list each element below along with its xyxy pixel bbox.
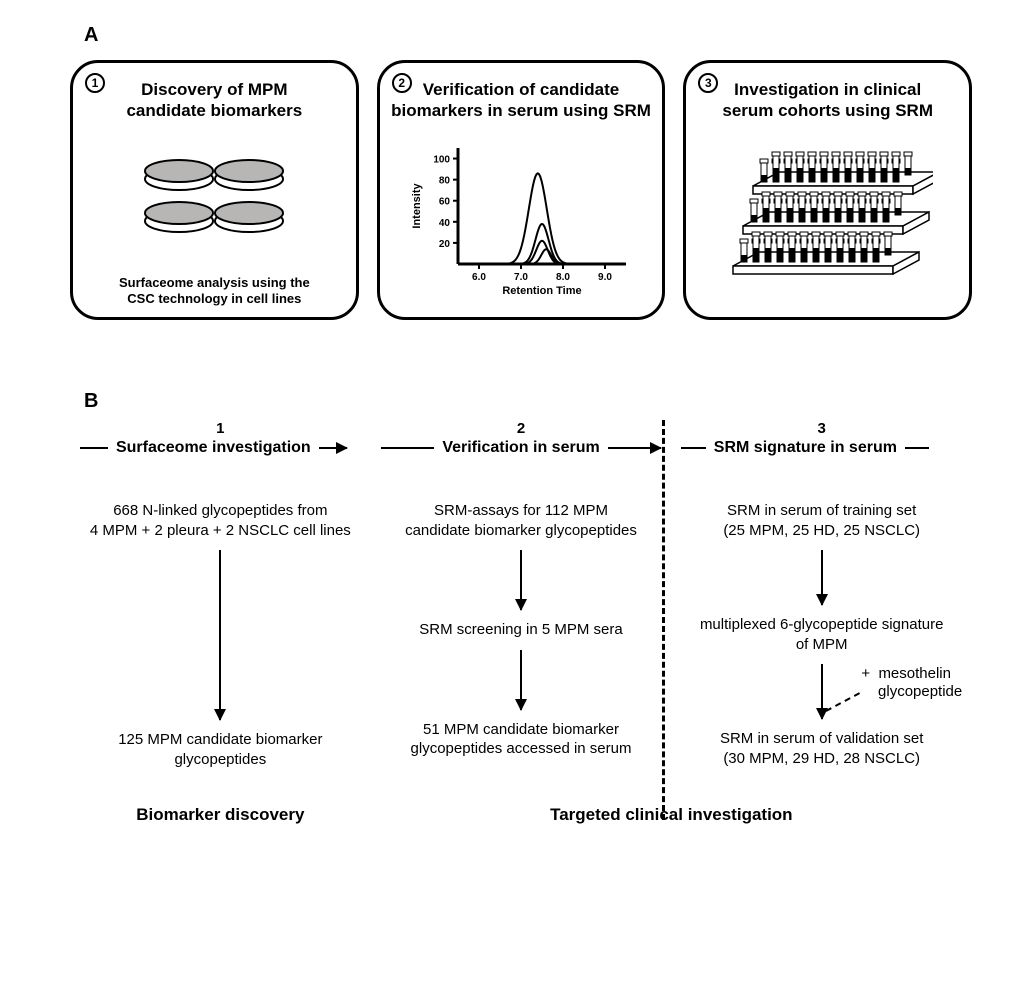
title-line: Discovery of MPM [141,80,287,99]
flow-text: 51 MPM candidate biomarkerglycopeptides … [411,720,632,759]
flow-text: 125 MPM candidate biomarkerglycopeptides [118,730,322,769]
column-signature: 3 SRM signature in serum SRM in serum of… [671,420,972,769]
title-line: candidate biomarkers [126,101,302,120]
rule-line [381,447,435,449]
card-number: 2 [392,73,412,93]
tube-racks-icon [696,130,959,308]
columns-row: 1 Surfaceome investigation 668 N-linked … [70,420,972,769]
heading-rule: SRM signature in serum [681,439,962,457]
svg-text:40: 40 [439,218,451,229]
down-arrow-icon [520,650,522,710]
column-surfaceome: 1 Surfaceome investigation 668 N-linked … [70,420,371,769]
panel-a-label: A [84,24,98,47]
title-line: Verification of candidate [423,80,620,99]
bottom-labels: Biomarker discovery Targeted clinical in… [70,805,972,825]
flow-text: SRM screening in 5 MPM sera [419,620,622,640]
vertical-dashed-separator [662,420,665,820]
col-heading: Surfaceome investigation [116,439,311,457]
svg-text:60: 60 [439,197,451,208]
svg-text:8.0: 8.0 [556,272,570,283]
col-number: 3 [818,420,826,437]
caption-line: Surfaceome analysis using the [119,275,310,290]
title-line: biomarkers in serum using SRM [391,101,651,120]
card-verification: 2 Verification of candidate biomarkers i… [377,60,666,320]
title-line: serum cohorts using SRM [722,101,933,120]
bottom-label-right: Targeted clinical investigation [371,805,972,825]
title-line: Investigation in clinical [734,80,921,99]
card-number: 3 [698,73,718,93]
svg-text:Intensity: Intensity [411,183,423,229]
rule-line [905,447,929,449]
figure-page: A 1 Discovery of MPM candidate biomarker… [0,0,1022,1008]
card-title: Discovery of MPM candidate biomarkers [126,79,302,122]
svg-text:6.0: 6.0 [472,272,486,283]
rule-line [681,447,705,449]
card-caption: Surfaceome analysis using the CSC techno… [119,275,310,308]
card-number: 1 [85,73,105,93]
flow-text: SRM in serum of training set(25 MPM, 25 … [723,501,920,540]
panel-b-label: B [84,390,98,413]
col-number: 2 [517,420,525,437]
svg-text:100: 100 [433,155,450,166]
panel-a: 1 Discovery of MPM candidate biomarkers [70,60,972,320]
card-title: Investigation in clinical serum cohorts … [722,79,933,122]
svg-text:80: 80 [439,176,451,187]
card-discovery: 1 Discovery of MPM candidate biomarkers [70,60,359,320]
rule-arrow [608,447,662,449]
flow-text: SRM in serum of validation set(30 MPM, 2… [720,729,923,768]
flow-text: multiplexed 6-glycopeptide signatureof M… [700,615,943,654]
caption-line: CSC technology in cell lines [127,291,301,306]
down-arrow-icon [219,550,221,720]
col-heading: Verification in serum [442,439,599,457]
svg-text:9.0: 9.0 [598,272,612,283]
down-arrow-icon [821,664,823,719]
down-arrow-icon [821,550,823,605]
card-title: Verification of candidate biomarkers in … [391,79,651,122]
col-number: 1 [216,420,224,437]
svg-text:20: 20 [439,239,451,250]
down-arrow-icon [520,550,522,610]
mesothelin-note: + mesothelin glycopeptide [861,665,962,701]
heading-rule: Verification in serum [381,439,662,457]
card-cohorts: 3 Investigation in clinical serum cohort… [683,60,972,320]
rule-arrow [319,447,347,449]
bottom-label-left: Biomarker discovery [70,805,371,825]
petri-dishes-icon [83,130,346,275]
column-verification: 2 Verification in serum SRM-assays for 1… [371,420,672,769]
srm-chart: 20 40 60 80 100 6.0 7.0 8.0 9.0 Retention Time Int… [390,130,653,308]
col-heading: SRM signature in serum [714,439,897,457]
flow-text: 668 N-linked glycopeptides from4 MPM + 2… [90,501,351,540]
rule-line [80,447,108,449]
flow-text: SRM-assays for 112 MPMcandidate biomarke… [405,501,637,540]
panel-b: 1 Surfaceome investigation 668 N-linked … [70,420,972,825]
dash-connector-icon [826,692,860,712]
svg-text:7.0: 7.0 [514,272,528,283]
heading-rule: Surfaceome investigation [80,439,361,457]
svg-text:Retention Time: Retention Time [502,285,581,297]
